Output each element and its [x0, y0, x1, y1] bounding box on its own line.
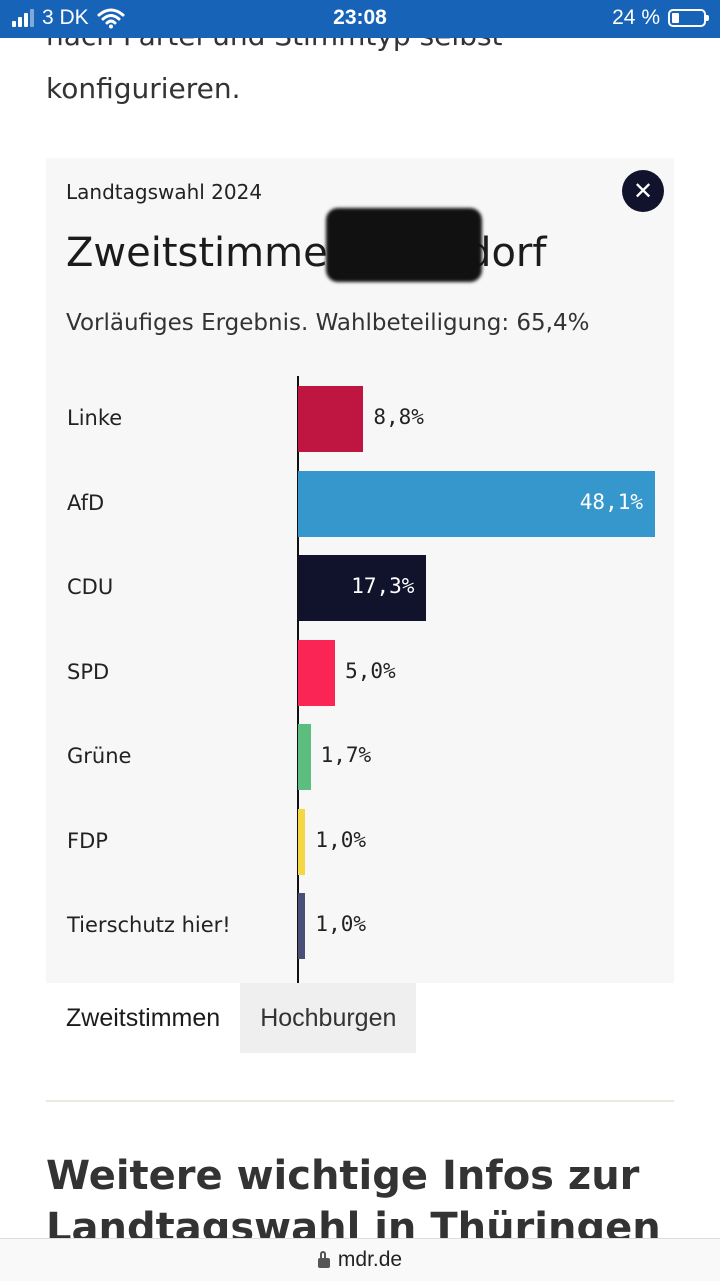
bar-value-label: 17,3% — [351, 574, 415, 598]
bar-value-label: 1,0% — [315, 912, 366, 936]
widget-overline: Landtagswahl 2024 — [66, 180, 263, 204]
tab-label: Zweitstimmen — [66, 1003, 221, 1032]
battery-icon — [668, 9, 709, 27]
bar-row: AfD 48,1% — [46, 470, 674, 537]
bar-category-label: CDU — [67, 575, 114, 599]
bar-value-label: 5,0% — [345, 658, 396, 683]
article-text: konfigurieren. — [46, 72, 241, 105]
lock-icon — [317, 1251, 330, 1268]
bar — [298, 639, 336, 706]
tab-hochburgen[interactable]: Hochburgen — [240, 983, 417, 1053]
bar — [298, 555, 427, 621]
bar-category-label: Linke — [67, 406, 123, 430]
widget-subtitle: Vorläufiges Ergebnis. Wahlbeteiligung: 6… — [66, 310, 590, 336]
bar-value-label: 8,8% — [373, 405, 424, 429]
bar-category-label: AfD — [67, 490, 105, 515]
results-bar-chart: Linke 8,8% AfD 48,1% CDU 17,3% SPD 5,0% Grüne 1,7… — [46, 376, 674, 986]
bar-row: FDP 1,0% — [46, 808, 674, 875]
bar-row: CDU 17,3% — [46, 555, 674, 621]
election-widget: Landtagswahl 2024 ✕ Zweitstimmen Kühndor… — [46, 158, 674, 983]
bar-row: Tierschutz hier! 1,0% — [46, 893, 674, 959]
bar-value-label: 1,7% — [320, 743, 372, 767]
redaction-mark — [326, 208, 482, 282]
status-right: 24 % — [612, 6, 709, 30]
bar-category-label: SPD — [67, 659, 110, 684]
bar-row: SPD 5,0% — [46, 639, 674, 706]
widget-tabs: Zweitstimmen Hochburgen — [46, 983, 417, 1053]
bar-value-label: 1,0% — [315, 827, 366, 852]
battery-percent: 24 % — [612, 6, 660, 29]
wifi-icon — [97, 8, 125, 29]
browser-address-bar[interactable]: mdr.de — [0, 1238, 720, 1281]
status-left: 3 DK — [12, 6, 125, 30]
tab-label: Hochburgen — [260, 1003, 397, 1032]
tab-zweitstimmen[interactable]: Zweitstimmen — [46, 983, 241, 1053]
bar-row: Linke 8,8% — [46, 386, 674, 452]
close-button[interactable]: ✕ — [622, 170, 664, 212]
bar — [298, 893, 306, 959]
clock: 23:08 — [333, 6, 387, 29]
bar — [298, 808, 306, 875]
bar-category-label: Tierschutz hier! — [67, 913, 231, 937]
signal-icon — [12, 9, 34, 27]
bar-category-label: FDP — [67, 828, 108, 853]
carrier-label: 3 DK — [42, 6, 89, 29]
bar-category-label: Grüne — [67, 744, 132, 768]
url-label: mdr.de — [337, 1248, 403, 1271]
bar — [298, 386, 364, 452]
close-icon: ✕ — [632, 177, 654, 205]
section-divider — [46, 1100, 674, 1102]
bar — [298, 724, 311, 790]
status-bar: 3 DK 23:08 24 % — [0, 0, 720, 38]
bar-row: Grüne 1,7% — [46, 724, 674, 790]
bar-value-label: 48,1% — [579, 489, 643, 514]
bar — [298, 470, 655, 537]
